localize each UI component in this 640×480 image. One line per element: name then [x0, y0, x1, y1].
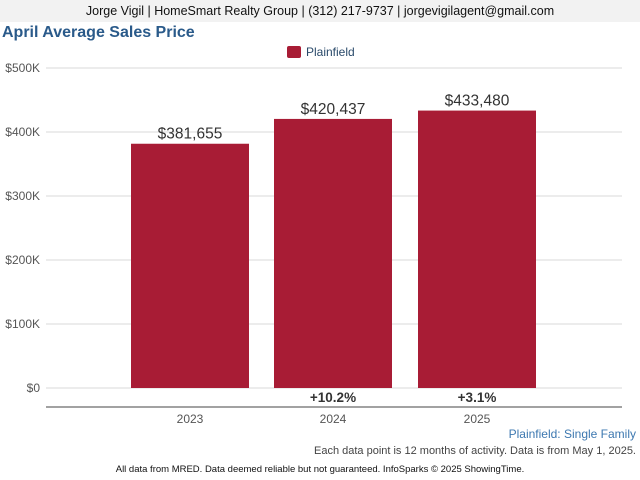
y-tick-label: $300K [5, 189, 40, 203]
y-tick-label: $400K [5, 125, 40, 139]
legend[interactable]: Plainfield [287, 45, 355, 59]
bar [274, 118, 392, 388]
x-tick-label: 2024 [320, 412, 347, 426]
chart-title: April Average Sales Price [2, 24, 195, 41]
data-label: $381,655 [158, 126, 223, 143]
change-label: +10.2% [310, 390, 356, 405]
bar [418, 110, 536, 388]
y-tick-label: $0 [27, 381, 41, 395]
legend-label: Plainfield [306, 45, 355, 59]
data-label: $420,437 [301, 101, 366, 118]
y-tick-label: $100K [5, 317, 40, 331]
bar [131, 143, 249, 388]
x-tick-label: 2025 [464, 412, 491, 426]
series-caption: Plainfield: Single Family [508, 427, 636, 441]
contact-header: Jorge Vigil | HomeSmart Realty Group | (… [0, 0, 640, 22]
change-label: +3.1% [458, 390, 497, 405]
y-tick-label: $500K [5, 61, 40, 75]
y-tick-label: $200K [5, 253, 40, 267]
disclaimer: All data from MRED. Data deemed reliable… [115, 464, 525, 475]
x-tick-label: 2023 [177, 412, 204, 426]
contact-text: Jorge Vigil | HomeSmart Realty Group | (… [85, 4, 555, 18]
data-label: $433,480 [445, 93, 510, 110]
legend-swatch [287, 46, 301, 58]
data-note: Each data point is 12 months of activity… [313, 445, 636, 457]
